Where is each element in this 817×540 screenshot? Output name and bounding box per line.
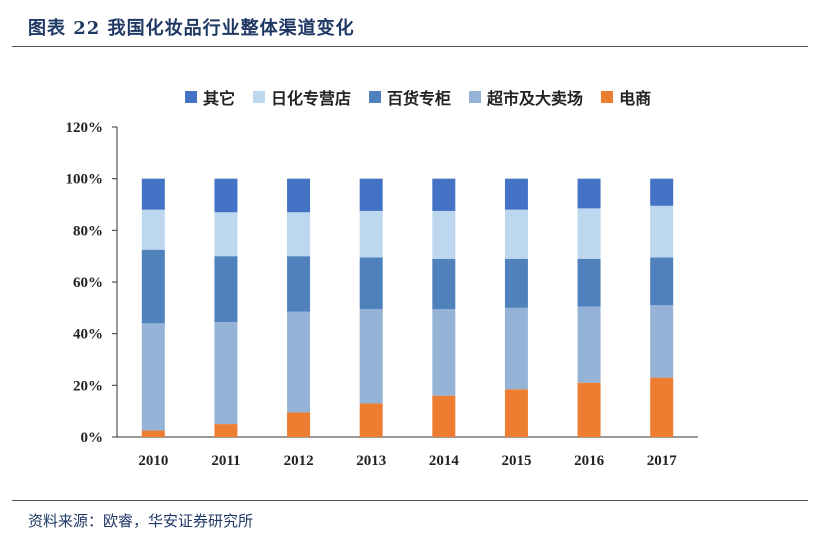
x-tick-label: 2010 [138, 453, 168, 469]
bar-segment [214, 424, 238, 437]
bar-segment [287, 311, 311, 413]
bar-segment [214, 212, 238, 257]
legend-item: 超市及大卖场 [469, 85, 583, 109]
bar-segment [359, 309, 383, 404]
bar-segment [650, 377, 674, 437]
legend-item: 日化专营店 [253, 85, 351, 109]
legend-item: 电商 [601, 85, 651, 109]
legend-swatch [469, 91, 482, 103]
bar-segment [504, 258, 528, 308]
y-tick-label: 60% [73, 275, 103, 291]
legend-swatch [253, 91, 266, 103]
legend-swatch [369, 91, 382, 103]
bar-segment [650, 305, 674, 378]
bar-segment [504, 389, 528, 437]
y-tick-label: 120% [66, 120, 104, 136]
bar-segment [650, 178, 674, 206]
chart-legend: 其它 日化专营店 百货专柜 超市及大卖场 电商 [185, 86, 669, 108]
bar-segment [577, 258, 601, 307]
bar-segment [504, 178, 528, 210]
legend-label: 其它 [203, 89, 236, 108]
x-tick-label: 2014 [429, 453, 460, 469]
bar-segment [650, 205, 674, 258]
x-tick-label: 2011 [211, 453, 240, 469]
x-tick-label: 2016 [574, 453, 605, 469]
legend-label: 百货专柜 [387, 89, 452, 108]
bar-segment [214, 256, 238, 323]
y-tick-label: 20% [73, 378, 103, 394]
bar-segment [141, 430, 165, 437]
bar-segment [432, 178, 456, 211]
y-tick-label: 40% [73, 327, 103, 343]
bar-segment [577, 208, 601, 259]
legend-label: 超市及大卖场 [487, 89, 584, 108]
bar-segment [504, 307, 528, 390]
bar-segment [359, 178, 383, 211]
legend-label: 电商 [619, 89, 652, 108]
bottom-rule [12, 500, 808, 501]
bar-segment [432, 395, 456, 437]
bar-segment [577, 306, 601, 383]
bar-segment [577, 382, 601, 437]
bar-segment [287, 412, 311, 437]
source-note: 资料来源：欧睿，华安证券研究所 [28, 512, 254, 530]
bar-segment [432, 210, 456, 259]
bar-segment [141, 209, 165, 250]
bar-segment [650, 257, 674, 306]
bar-segment [359, 403, 383, 437]
x-tick-label: 2013 [356, 453, 386, 469]
bar-segment [287, 212, 311, 257]
bar-segment [214, 322, 238, 425]
bar-segment [141, 249, 165, 324]
bar-segment [577, 178, 601, 209]
x-tick-label: 2012 [284, 453, 314, 469]
y-tick-label: 80% [73, 223, 103, 239]
y-tick-label: 0% [81, 430, 104, 446]
bar-segment [359, 257, 383, 310]
x-tick-label: 2015 [501, 453, 531, 469]
bar-segment [504, 209, 528, 259]
legend-swatch [185, 91, 197, 103]
bar-segment [359, 210, 383, 258]
legend-item: 百货专柜 [369, 85, 451, 109]
figure-title: 图表 22 我国化妆品行业整体渠道变化 [28, 18, 355, 39]
bar-segment [432, 258, 456, 310]
bar-segment [287, 256, 311, 312]
x-tick-label: 2017 [647, 453, 678, 469]
legend-label: 日化专营店 [271, 89, 352, 108]
y-tick-label: 100% [66, 172, 104, 188]
bar-segment [214, 178, 238, 213]
top-rule [12, 46, 808, 47]
bar-segment [141, 323, 165, 431]
bar-segment [432, 309, 456, 396]
bar-segment [287, 178, 311, 213]
legend-item: 其它 [185, 85, 235, 109]
bar-segment [141, 178, 165, 210]
legend-swatch [601, 91, 614, 103]
